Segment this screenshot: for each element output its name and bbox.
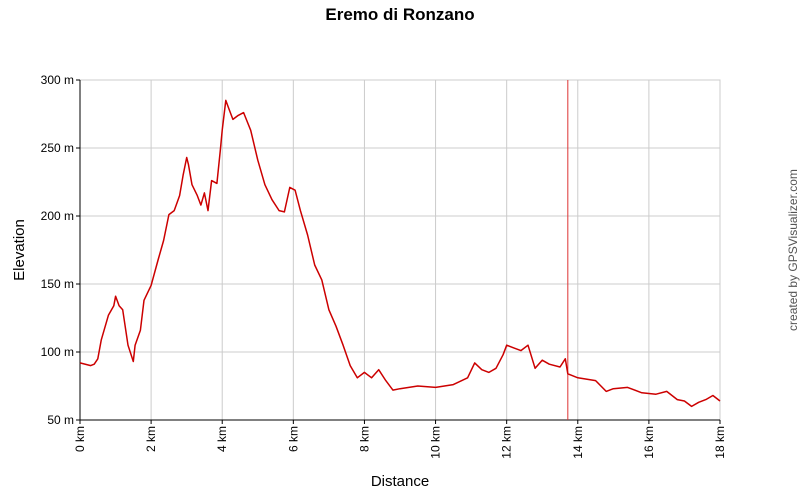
y-tick-label: 200 m — [41, 209, 74, 223]
y-tick-label: 50 m — [47, 413, 74, 427]
x-tick-label: 2 km — [144, 426, 158, 452]
x-tick-label: 10 km — [429, 426, 443, 459]
y-tick-label: 150 m — [41, 277, 74, 291]
y-axis-label: Elevation — [11, 219, 28, 281]
x-tick-label: 16 km — [642, 426, 656, 459]
x-tick-label: 0 km — [73, 426, 87, 452]
x-tick-label: 18 km — [713, 426, 727, 459]
x-tick-label: 8 km — [357, 426, 371, 452]
x-axis-label: Distance — [371, 473, 429, 490]
y-tick-label: 300 m — [41, 73, 74, 87]
x-tick-label: 6 km — [286, 426, 300, 452]
y-tick-label: 100 m — [41, 345, 74, 359]
credit: created by GPSVisualizer.com — [786, 169, 800, 331]
plot-area — [79, 79, 721, 421]
chart-title: Eremo di Ronzano — [325, 5, 474, 24]
y-tick-label: 250 m — [41, 141, 74, 155]
x-tick-label: 12 km — [500, 426, 514, 459]
x-tick-label: 14 km — [571, 426, 585, 459]
elevation-line — [79, 99, 721, 408]
x-tick-label: 4 km — [215, 426, 229, 452]
